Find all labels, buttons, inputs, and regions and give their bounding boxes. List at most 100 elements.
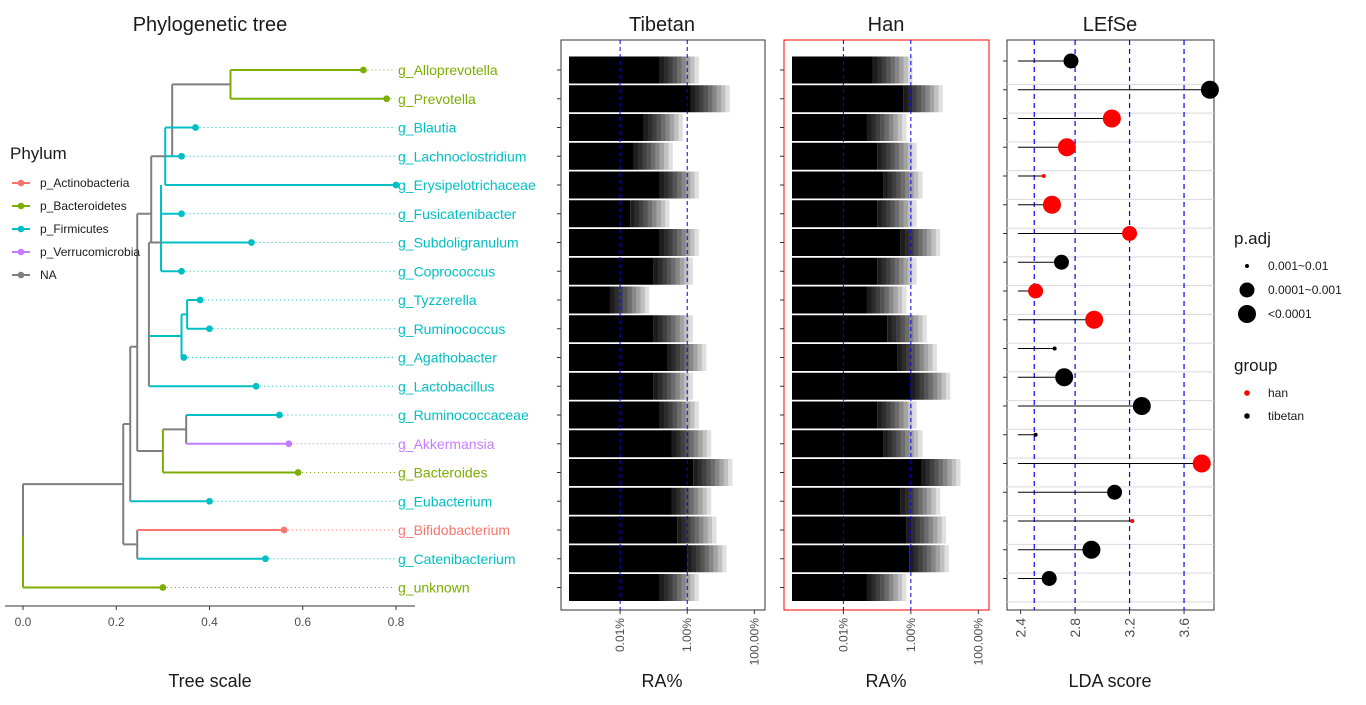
tree-tip-labels: g_Alloprevotella g_Prevotella g_Blautia g_L… — [398, 62, 536, 596]
han_panel-heatmap-cell — [875, 114, 881, 141]
tibetan_panel-heatmap-cell — [650, 142, 656, 170]
han_panel-heatmap-cell — [909, 430, 915, 458]
lefse-panel: LEfSe 2.4 2.8 3.2 3.6 LDA score — [1003, 14, 1219, 691]
group-legend-label-tibetan: tibetan — [1268, 409, 1304, 423]
tree-tip-label-g-lachnoclostridium: g_Lachnoclostridium — [398, 148, 526, 164]
han_panel-heatmap-cell — [893, 114, 898, 141]
han_panel-heatmap-cell — [916, 200, 922, 228]
lefse-point-g-coprococcus — [1053, 254, 1069, 270]
han_panel-heatmap-cell — [900, 430, 906, 458]
tree-tips — [159, 66, 400, 591]
tree-tip-point — [262, 555, 269, 563]
padj-legend-items: 0.001~0.01 0.0001~0.001 <0.0001 — [1238, 259, 1342, 323]
tibetan_panel-heatmap-row — [569, 286, 654, 314]
tibetan_panel-heatmap-cell — [706, 487, 712, 515]
phylum-legend-label-p-bacteroidetes: p_Bacteroidetes — [40, 199, 127, 213]
han_panel-heatmap-cell — [926, 545, 932, 573]
tibetan_panel-heatmap-cell — [677, 574, 682, 601]
han_panel-heatmap-cell — [907, 142, 913, 170]
phylum-legend-key-point — [17, 225, 25, 233]
han_panel-heatmap-cell — [934, 85, 939, 113]
lefse-point-g-bifidobacterium — [1130, 519, 1135, 523]
tibetan_panel-heatmap-cell — [569, 372, 654, 400]
padj-legend-key — [1245, 264, 1249, 268]
tibetan_panel-heatmap-cell — [698, 171, 704, 199]
tibetan_panel-heatmap-cell — [663, 56, 669, 84]
han_panel-heatmap-cell — [909, 171, 915, 199]
tibetan_panel-heatmap-cell — [677, 56, 682, 84]
han_panel-heatmap-cell — [932, 344, 938, 371]
tibetan_panel-heatmap-row — [569, 257, 698, 285]
han_panel-heatmap-cell — [900, 487, 906, 515]
tibetan_panel-heatmap-cell — [693, 344, 698, 371]
tibetan_panel-heatmap-cell — [698, 574, 704, 601]
han_panel-heatmap-cell — [940, 545, 945, 573]
han_panel-heatmap-cell — [906, 114, 912, 141]
lefse-point-g-prevotella — [1200, 80, 1219, 99]
han_panel-heatmap-cell — [885, 257, 891, 285]
tibetan_panel-heatmap-row — [569, 171, 704, 199]
tibetan_panel-heatmap-cell — [703, 516, 708, 544]
tibetan_panel-heatmap-cell — [569, 257, 654, 285]
tibetan_panel-heatmap-cell — [666, 315, 672, 343]
tibetan_panel-heatmap-cell — [649, 286, 654, 314]
tree-tip-point — [252, 382, 260, 390]
han_panel-heatmap-cell — [875, 286, 881, 314]
lefse-plot: 2.4 2.8 3.2 3.6 — [1003, 39, 1219, 637]
tibetan-heatmap: 0.01% 1.00% 100.00% — [557, 39, 766, 666]
han_panel-heatmap-cell — [894, 142, 900, 170]
tibetan_panel-heatmap-cell — [647, 200, 653, 228]
han_panel-heatmap-cell — [931, 487, 937, 515]
tibetan_panel-heatmap-cell — [655, 142, 660, 170]
tibetan_panel-heatmap-cell — [569, 344, 668, 371]
tibetan_panel-heatmap-cell — [656, 200, 662, 228]
tibetan_panel-heatmap-cell — [659, 401, 665, 429]
lefse-point-g-ruminococcus — [1085, 310, 1104, 329]
han_panel-heatmap-cell — [916, 257, 922, 285]
tibetan_panel-x-tick-label: 100.00% — [747, 618, 761, 666]
tibetan_panel-heatmap-cell — [692, 315, 698, 343]
han_panel-heatmap-cell — [871, 574, 877, 601]
tibetan_panel-heatmap-cell — [569, 516, 678, 544]
phylum-legend: Phylum p_Actinobacteriap_Bacteroidetesp_… — [10, 144, 140, 282]
han_panel-heatmap-cell — [913, 430, 919, 458]
tibetan_panel-heatmap-cell — [694, 229, 700, 256]
han_panel-heatmap-cell — [946, 516, 951, 544]
tree-tip-label-g-bifidobacterium: g_Bifidobacterium — [398, 522, 510, 538]
han_panel-heatmap-cell — [913, 315, 919, 343]
tibetan_panel-heatmap-row — [569, 56, 704, 84]
han_panel-heatmap-cell — [935, 545, 941, 573]
tibetan_panel-heatmap-cell — [671, 315, 676, 343]
tree-tip-point — [280, 526, 288, 534]
han_panel-heatmap-cell — [937, 372, 942, 400]
lefse-point-g-lachnoclostridium — [1057, 138, 1076, 157]
tibetan_panel-heatmap-cell — [668, 142, 674, 170]
padj-legend-label: 0.0001~0.001 — [1268, 283, 1342, 297]
han_panel-x-tick-label: 0.01% — [836, 618, 850, 652]
han_panel-heatmap-cell — [947, 459, 953, 486]
han_panel-heatmap-cell — [925, 85, 931, 113]
han_panel-heatmap-row — [792, 200, 922, 228]
tibetan_panel-heatmap-cell — [659, 574, 665, 601]
phylum-legend-label-na: NA — [40, 268, 57, 282]
han_panel-heatmap-cell — [914, 344, 920, 371]
tree-tip-label-g-subdoligranulum: g_Subdoligranulum — [398, 235, 519, 251]
padj-legend-key — [1238, 305, 1256, 323]
han_panel-heatmap-cell — [940, 229, 945, 256]
han_panel-heatmap-cell — [909, 229, 915, 256]
group-legend: group han tibetan — [1234, 356, 1304, 423]
han_panel-heatmap-cell — [883, 171, 888, 199]
han_panel-heatmap-cell — [906, 286, 912, 314]
tibetan_panel-heatmap-cell — [694, 574, 700, 601]
phylum-legend-label-p-firmicutes: p_Firmicutes — [40, 222, 109, 236]
tibetan_panel-heatmap-cell — [681, 574, 687, 601]
tibetan_panel-heatmap-cell — [675, 257, 681, 285]
han_panel-heatmap-cell — [881, 200, 887, 228]
han_panel-heatmap-cell — [897, 114, 903, 141]
han_panel-heatmap-cell — [941, 516, 947, 544]
tibetan_panel-heatmap-row — [569, 516, 722, 544]
han_panel-heatmap-cell — [910, 344, 916, 371]
tibetan_panel-heatmap-cell — [698, 229, 704, 256]
phylum-legend-label-p-verrucomicrobia: p_Verrucomicrobia — [40, 245, 140, 259]
phylum-legend-label-p-actinobacteria: p_Actinobacteria — [40, 176, 130, 190]
